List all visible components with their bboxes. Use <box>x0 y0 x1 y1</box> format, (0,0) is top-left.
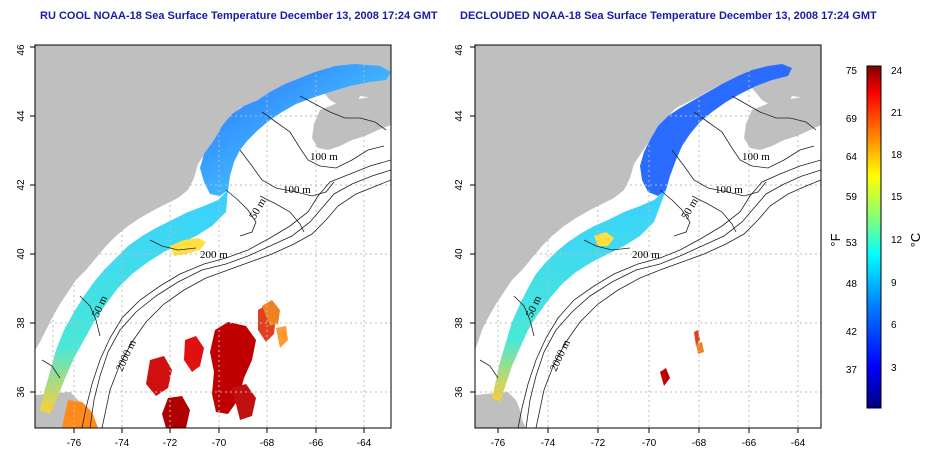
lon-tick-label: -70 <box>212 438 227 449</box>
lat-tick-label: 36 <box>454 386 465 398</box>
left-sst-warm-patch <box>170 238 206 256</box>
colorbar-gradient <box>866 65 882 409</box>
contour-label: 200 m <box>200 249 228 261</box>
colorbar-celsius-ticks: 24 21 18 15 12 9 6 3 <box>891 66 903 374</box>
lon-tick-label: -76 <box>491 438 506 449</box>
lon-tick-label: -70 <box>642 438 657 449</box>
right-sst-warm-patch <box>594 232 614 246</box>
lat-tick-label: 38 <box>454 317 465 329</box>
contour-label: 200 m <box>632 249 660 261</box>
lon-tick-label: -66 <box>742 438 757 449</box>
lat-tick-label: 46 <box>454 44 465 56</box>
left-map-frame <box>34 44 392 429</box>
fahrenheit-tick-label: 37 <box>846 365 858 376</box>
lon-tick-label: -74 <box>115 438 130 449</box>
left-lat-labels: 36 38 40 42 44 46 <box>16 44 27 398</box>
lon-tick-label: -68 <box>260 438 275 449</box>
lon-tick-label: -64 <box>357 438 372 449</box>
lat-tick-label: 38 <box>16 317 27 329</box>
lat-tick-label: 40 <box>16 248 27 260</box>
left-land-mass <box>35 45 391 350</box>
lat-tick-label: 44 <box>454 110 465 122</box>
celsius-unit-label: °C <box>908 233 923 248</box>
lat-tick-label: 44 <box>16 110 27 122</box>
right-bathymetry-contours <box>479 95 821 428</box>
lon-tick-label: -72 <box>163 438 178 449</box>
right-lon-labels: -76 -74 -72 -70 -68 -66 -64 <box>491 438 806 449</box>
colorbar-fahrenheit-ticks: 75 69 64 59 53 48 42 37 <box>846 66 858 376</box>
lon-tick-label: -76 <box>67 438 82 449</box>
left-map-title: RU COOL NOAA-18 Sea Surface Temperature … <box>40 10 438 22</box>
left-sst-midatlantic-shelf <box>40 190 228 414</box>
right-land-mass <box>475 45 821 350</box>
fahrenheit-tick-label: 59 <box>846 192 858 203</box>
lat-tick-label: 40 <box>454 248 465 260</box>
left-map-panel: 100 m 100 m 50 m 200 m 50 m 2000 m -76 -… <box>16 44 392 449</box>
celsius-tick-label: 15 <box>891 192 903 203</box>
lat-tick-label: 36 <box>16 386 27 398</box>
celsius-tick-label: 21 <box>891 108 903 119</box>
right-florida-land <box>475 392 526 428</box>
right-grid <box>475 45 821 428</box>
right-sst-midatlantic-shelf <box>492 190 666 402</box>
contour-label: 100 m <box>715 184 743 196</box>
lat-tick-label: 42 <box>16 179 27 191</box>
colorbar: 75 69 64 59 53 48 42 37 24 21 18 15 12 9… <box>828 65 923 409</box>
contour-label: 100 m <box>283 184 311 196</box>
right-axis-ticks <box>470 46 799 433</box>
fahrenheit-tick-label: 53 <box>846 238 858 249</box>
right-map-frame <box>474 44 822 429</box>
right-gulf-stream-patches <box>660 330 704 386</box>
fahrenheit-tick-label: 42 <box>846 327 858 338</box>
right-lat-labels: 36 38 40 42 44 46 <box>454 44 465 398</box>
left-sst-southern-cape <box>62 400 98 428</box>
left-nova-scotia-land <box>312 92 391 150</box>
lon-tick-label: -68 <box>692 438 707 449</box>
fahrenheit-tick-label: 69 <box>846 114 858 125</box>
celsius-tick-label: 6 <box>891 320 897 331</box>
left-bathymetry-contours <box>41 95 391 428</box>
contour-label: 100 m <box>310 151 338 163</box>
left-lon-labels: -76 -74 -72 -70 -68 -66 -64 <box>67 438 372 449</box>
right-sst-north-shelf <box>640 64 792 196</box>
lon-tick-label: -74 <box>541 438 556 449</box>
lon-tick-label: -66 <box>309 438 324 449</box>
contour-label: 100 m <box>742 151 770 163</box>
right-map-panel: 100 m 100 m 50 m 200 m 50 m 2000 m -76 -… <box>454 44 822 449</box>
celsius-tick-label: 9 <box>891 278 897 289</box>
fahrenheit-tick-label: 64 <box>846 152 858 163</box>
fahrenheit-tick-label: 75 <box>846 66 858 77</box>
fahrenheit-unit-label: °F <box>828 233 843 246</box>
left-axis-ticks <box>30 46 365 433</box>
left-sst-north-shelf <box>200 64 391 196</box>
lat-tick-label: 46 <box>16 44 27 56</box>
lat-tick-label: 42 <box>454 179 465 191</box>
celsius-tick-label: 3 <box>891 363 897 374</box>
fahrenheit-tick-label: 48 <box>846 279 858 290</box>
right-nova-scotia-land <box>744 92 821 150</box>
celsius-tick-label: 24 <box>891 66 903 77</box>
celsius-tick-label: 12 <box>891 235 903 246</box>
right-map-title: DECLOUDED NOAA-18 Sea Surface Temperatur… <box>460 10 877 22</box>
celsius-tick-label: 18 <box>891 150 903 161</box>
lon-tick-label: -64 <box>791 438 806 449</box>
lon-tick-label: -72 <box>591 438 606 449</box>
